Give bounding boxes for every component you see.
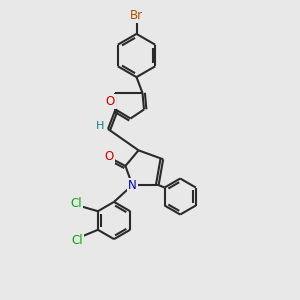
Text: O: O	[105, 150, 114, 163]
Text: Cl: Cl	[70, 196, 82, 210]
Text: O: O	[106, 95, 115, 108]
Text: Br: Br	[130, 9, 143, 22]
Text: H: H	[95, 121, 104, 131]
Text: Cl: Cl	[72, 234, 83, 247]
Text: N: N	[128, 178, 137, 192]
